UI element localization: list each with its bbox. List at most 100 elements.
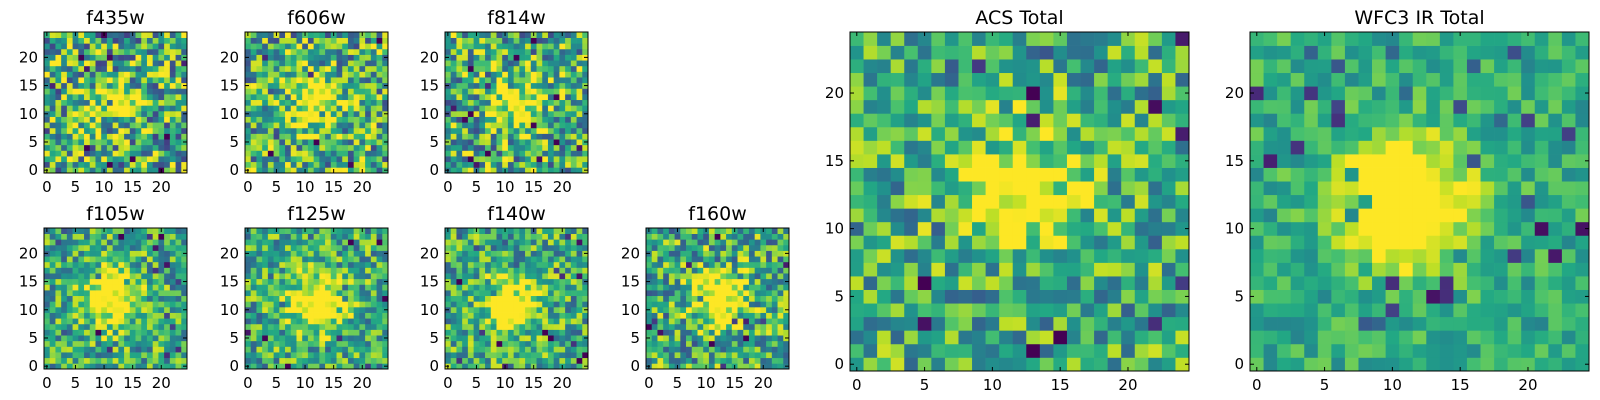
- heatmap-cell: [582, 43, 589, 50]
- heatmap-cell: [686, 301, 693, 308]
- heatmap-cell: [691, 256, 698, 263]
- heatmap-cell: [135, 244, 142, 251]
- heatmap-cell: [164, 110, 171, 117]
- heatmap-cell: [112, 105, 119, 112]
- heatmap-cell: [904, 276, 919, 290]
- heatmap-cell: [66, 306, 73, 313]
- heatmap-cell: [169, 99, 176, 106]
- heatmap-cell: [296, 295, 303, 302]
- heatmap-cell: [95, 161, 102, 168]
- heatmap-cell: [582, 32, 589, 38]
- x-tick-label: 0: [443, 374, 453, 392]
- heatmap-cell: [536, 318, 543, 325]
- heatmap-cell: [1039, 289, 1054, 304]
- heatmap-cell: [559, 312, 566, 319]
- heatmap-cell: [72, 340, 79, 347]
- heatmap-cell: [473, 156, 480, 163]
- heatmap-cell: [175, 273, 182, 280]
- heatmap-cell: [325, 60, 332, 67]
- heatmap-cell: [565, 301, 572, 308]
- heatmap-cell: [582, 301, 589, 308]
- heatmap-cell: [290, 127, 297, 134]
- heatmap-cell: [542, 139, 549, 146]
- heatmap-cell: [84, 77, 91, 84]
- heatmap-cell: [890, 276, 905, 290]
- heatmap-cell: [651, 295, 658, 302]
- heatmap-cell: [559, 94, 566, 101]
- heatmap-cell: [536, 139, 543, 146]
- heatmap-cell: [743, 228, 750, 234]
- heatmap-cell: [256, 256, 263, 263]
- heatmap-cell: [342, 156, 349, 163]
- heatmap-cell: [917, 316, 932, 331]
- heatmap-cell: [49, 156, 56, 163]
- heatmap-cell: [760, 239, 767, 246]
- heatmap-cell: [84, 54, 91, 61]
- heatmap-cell: [95, 323, 102, 330]
- x-tick-label: 10: [296, 374, 315, 392]
- heatmap-cell: [570, 239, 577, 246]
- heatmap-cell: [1107, 181, 1122, 196]
- heatmap-cell: [44, 284, 51, 291]
- heatmap-cell: [553, 250, 560, 257]
- heatmap-cell: [559, 139, 566, 146]
- heatmap-cell: [169, 37, 176, 44]
- heatmap-cell: [89, 323, 96, 330]
- heatmap-cell: [152, 244, 159, 251]
- heatmap-cell: [359, 161, 366, 168]
- heatmap-cell: [777, 335, 784, 342]
- heatmap-cell: [78, 239, 85, 246]
- heatmap-cell: [84, 228, 91, 234]
- heatmap-cell: [95, 77, 102, 84]
- heatmap-cell: [175, 99, 182, 106]
- heatmap-cell: [553, 346, 560, 353]
- heatmap-cell: [158, 256, 165, 263]
- heatmap-cell: [61, 284, 68, 291]
- heatmap-cell: [473, 133, 480, 140]
- heatmap-cell: [319, 37, 326, 44]
- heatmap-cell: [536, 335, 543, 342]
- heatmap-cell: [347, 71, 355, 78]
- heatmap-cell: [302, 77, 309, 84]
- heatmap-cell: [904, 235, 919, 250]
- heatmap-cell: [686, 306, 693, 313]
- heatmap-cell: [462, 323, 469, 330]
- heatmap-cell: [473, 284, 480, 291]
- heatmap-cell: [78, 312, 85, 319]
- heatmap-cell: [347, 150, 355, 157]
- heatmap-cell: [570, 156, 577, 163]
- heatmap-cell: [376, 301, 383, 308]
- heatmap-cell: [382, 88, 389, 95]
- heatmap-cell: [547, 363, 555, 370]
- heatmap-cell: [783, 323, 790, 330]
- heatmap-cell: [307, 352, 314, 359]
- heatmap-cell: [347, 48, 355, 55]
- heatmap-cell: [296, 250, 303, 257]
- x-tick-label: 5: [272, 374, 282, 392]
- heatmap-cell: [456, 244, 463, 251]
- heatmap-cell: [462, 122, 469, 129]
- heatmap-cell: [877, 276, 892, 290]
- heatmap-cell: [169, 340, 176, 347]
- heatmap-cell: [135, 357, 142, 364]
- heatmap-cell: [146, 82, 154, 89]
- heatmap-cell: [467, 233, 474, 240]
- heatmap-cell: [66, 329, 73, 336]
- heatmap-cell: [519, 346, 526, 353]
- heatmap-cell: [570, 301, 577, 308]
- heatmap-cell: [674, 290, 681, 297]
- heatmap-cell: [330, 150, 337, 157]
- heatmap-cell: [285, 318, 292, 325]
- heatmap-cell: [376, 312, 383, 319]
- heatmap-cell: [285, 329, 292, 336]
- heatmap-cell: [553, 239, 560, 246]
- heatmap-cell: [553, 139, 560, 146]
- heatmap-cell: [382, 340, 389, 347]
- heatmap-cell: [112, 65, 119, 72]
- heatmap-cell: [44, 273, 51, 280]
- heatmap-cell: [262, 267, 269, 274]
- heatmap-cell: [473, 301, 480, 308]
- heatmap-cell: [342, 150, 349, 157]
- heatmap-cell: [267, 323, 274, 330]
- heatmap-cell: [382, 150, 389, 157]
